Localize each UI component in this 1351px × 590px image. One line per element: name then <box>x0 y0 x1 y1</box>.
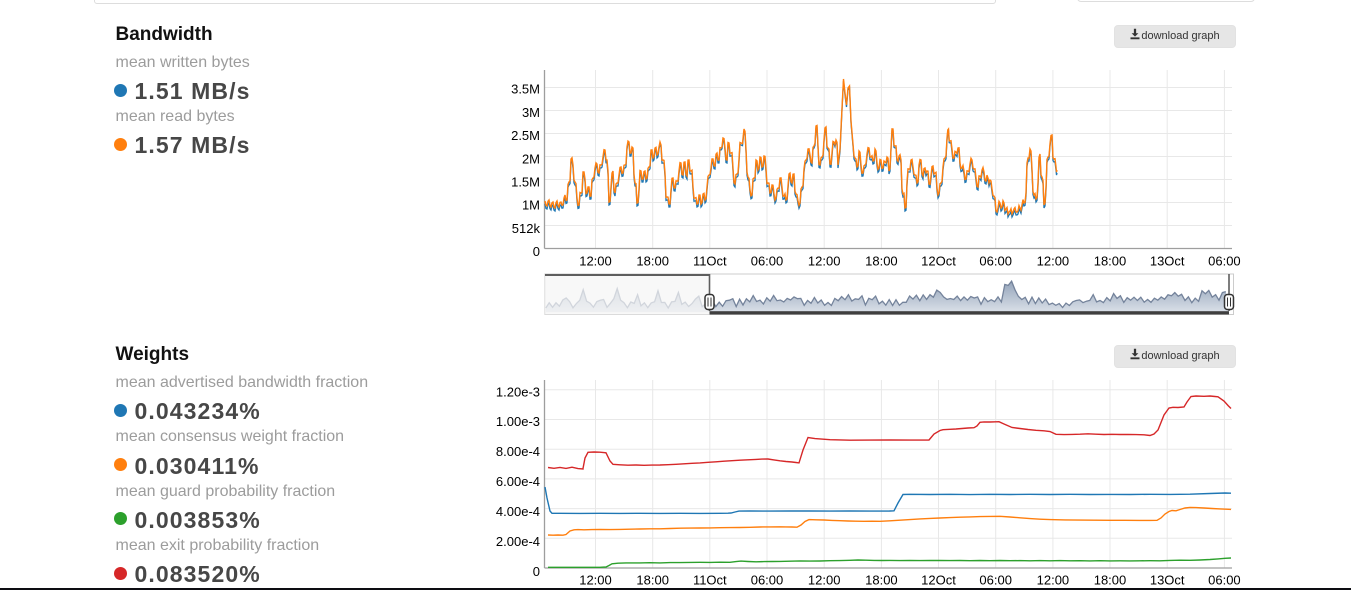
svg-text:18:00: 18:00 <box>865 254 898 269</box>
svg-text:12:00: 12:00 <box>1037 573 1070 588</box>
svg-text:13Oct: 13Oct <box>1150 254 1185 269</box>
svg-text:18:00: 18:00 <box>636 573 669 588</box>
svg-text:3.5M: 3.5M <box>511 82 540 97</box>
svg-text:06:00: 06:00 <box>979 573 1012 588</box>
svg-text:1.00e-3: 1.00e-3 <box>496 414 540 429</box>
svg-text:12Oct: 12Oct <box>921 254 956 269</box>
svg-text:0: 0 <box>533 244 540 259</box>
svg-text:12:00: 12:00 <box>579 254 612 269</box>
svg-text:12:00: 12:00 <box>579 573 612 588</box>
svg-text:06:00: 06:00 <box>1208 573 1241 588</box>
svg-text:1.20e-3: 1.20e-3 <box>496 384 540 399</box>
svg-text:1.5M: 1.5M <box>511 175 540 190</box>
svg-text:0: 0 <box>533 564 540 579</box>
svg-text:4.00e-4: 4.00e-4 <box>496 504 540 519</box>
svg-text:2.5M: 2.5M <box>511 128 540 143</box>
svg-text:8.00e-4: 8.00e-4 <box>496 444 540 459</box>
svg-text:18:00: 18:00 <box>636 254 669 269</box>
svg-text:06:00: 06:00 <box>751 254 784 269</box>
svg-text:1M: 1M <box>522 198 540 213</box>
svg-text:13Oct: 13Oct <box>1150 573 1185 588</box>
svg-text:11Oct: 11Oct <box>693 254 727 269</box>
svg-text:12:00: 12:00 <box>808 254 841 269</box>
svg-text:12Oct: 12Oct <box>921 573 956 588</box>
svg-text:12:00: 12:00 <box>1037 254 1070 269</box>
svg-text:3M: 3M <box>522 105 540 120</box>
svg-text:6.00e-4: 6.00e-4 <box>496 474 540 489</box>
svg-text:12:00: 12:00 <box>808 573 841 588</box>
svg-text:2.00e-4: 2.00e-4 <box>496 534 540 549</box>
svg-text:11Oct: 11Oct <box>693 573 727 588</box>
svg-text:18:00: 18:00 <box>1094 254 1127 269</box>
svg-text:18:00: 18:00 <box>1094 573 1127 588</box>
svg-text:06:00: 06:00 <box>979 254 1012 269</box>
svg-text:512k: 512k <box>512 221 541 236</box>
svg-text:06:00: 06:00 <box>751 573 784 588</box>
svg-text:06:00: 06:00 <box>1208 254 1241 269</box>
svg-text:2M: 2M <box>522 151 540 166</box>
svg-text:18:00: 18:00 <box>865 573 898 588</box>
